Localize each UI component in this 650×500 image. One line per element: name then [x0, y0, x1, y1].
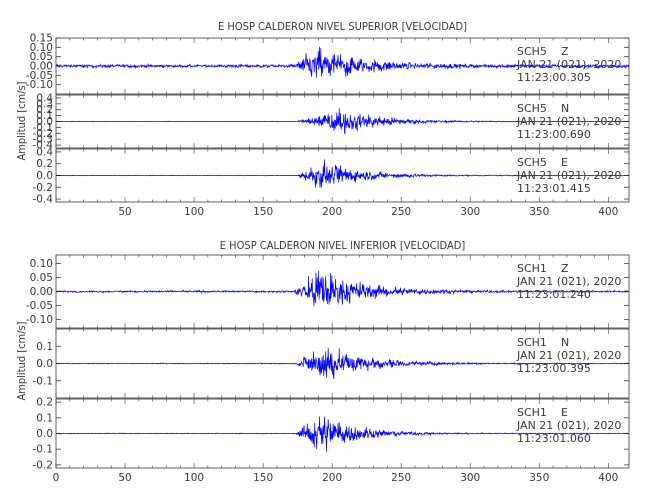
component-code: E — [561, 156, 568, 169]
chart-title: E HOSP CALDERON NIVEL INFERIOR [VELOCIDA… — [220, 239, 466, 252]
y-tick-label: 0.2 — [36, 104, 53, 116]
station-code: SCH1 — [517, 406, 547, 419]
y-tick-label: -0.05 — [26, 300, 53, 312]
time-label: 11:23:00.690 — [517, 128, 591, 141]
y-tick-label: 0.2 — [36, 158, 53, 170]
station-code: SCH5 — [517, 156, 547, 169]
station-code: SCH5 — [517, 102, 547, 115]
panel-sch5-n: 0.40.30.20.10.0-0.1-0.2-0.3-0.4 SCH5 NJAN … — [33, 92, 630, 152]
y-tick-label: 0.00 — [30, 286, 53, 298]
x-tick-label: 300 — [460, 206, 480, 218]
y-tick-label: 0.15 — [30, 33, 53, 45]
x-tick-label: 100 — [184, 206, 204, 218]
y-tick-label: 0.0 — [36, 116, 53, 128]
trace-line — [55, 159, 629, 188]
y-tick-label: 0.05 — [30, 51, 53, 63]
station-code: SCH1 — [517, 262, 547, 275]
y-tick-label: 0.4 — [36, 146, 53, 158]
x-tick-label: 350 — [529, 472, 549, 484]
y-tick-label: -0.10 — [26, 79, 53, 91]
date-label: JAN 21 (021), 2020 — [516, 58, 621, 71]
x-tick-label: 200 — [322, 206, 342, 218]
x-tick-label: 50 — [118, 472, 131, 484]
y-tick-label: -0.4 — [33, 140, 54, 152]
upper-chart: E HOSP CALDERON NIVEL SUPERIOR [VELOCIDA… — [15, 20, 630, 218]
trace-line — [55, 347, 630, 379]
y-tick-label: 0.00 — [30, 61, 53, 73]
x-tick-label: 50 — [118, 206, 131, 218]
y-tick-label: 0.1 — [36, 110, 53, 122]
y-tick-label: -0.10 — [26, 314, 53, 326]
x-tick-label: 300 — [460, 472, 480, 484]
y-tick-label: -0.2 — [33, 459, 54, 471]
y-axis-label: Amplitud [cm/s] — [15, 321, 28, 400]
y-tick-label: 0.0 — [36, 170, 53, 182]
time-label: 11:23:01.240 — [517, 288, 591, 301]
y-tick-label: -0.1 — [33, 375, 54, 387]
date-label: JAN 21 (021), 2020 — [516, 169, 621, 182]
y-tick-label: 0.05 — [30, 272, 53, 284]
y-tick-label: -0.2 — [33, 128, 54, 140]
x-tick-label: 400 — [598, 206, 618, 218]
y-tick-label: -0.2 — [33, 182, 54, 194]
x-tick-label: 250 — [391, 206, 411, 218]
trace-line — [55, 46, 630, 78]
x-tick-label: 150 — [253, 472, 273, 484]
y-tick-label: -0.05 — [26, 70, 53, 82]
station-label: SCH5 E — [517, 156, 568, 169]
component-code: Z — [561, 262, 569, 275]
component-code: E — [561, 406, 568, 419]
trace-line — [55, 108, 630, 135]
station-label: SCH5 Z — [517, 45, 569, 58]
x-tick-label: 0 — [53, 472, 60, 484]
x-tick-label: 250 — [391, 472, 411, 484]
y-tick-label: -0.4 — [33, 194, 54, 206]
date-label: JAN 21 (021), 2020 — [516, 349, 621, 362]
y-tick-label: 0.1 — [36, 341, 53, 353]
y-tick-label: -0.1 — [33, 444, 54, 456]
date-label: JAN 21 (021), 2020 — [516, 115, 621, 128]
y-tick-label: 0.1 — [36, 412, 53, 424]
date-label: JAN 21 (021), 2020 — [516, 419, 621, 432]
y-axis-label: Amplitud [cm/s] — [15, 81, 28, 160]
component-code: Z — [561, 45, 569, 58]
y-tick-label: -0.3 — [33, 134, 54, 146]
trace-line — [55, 270, 630, 307]
station-label: SCH5 N — [517, 102, 569, 115]
station-label: SCH1 N — [517, 336, 569, 349]
station-code: SCH5 — [517, 45, 547, 58]
station-label: SCH1 Z — [517, 262, 569, 275]
time-label: 11:23:01.060 — [517, 432, 591, 445]
x-tick-label: 200 — [322, 472, 342, 484]
date-label: JAN 21 (021), 2020 — [516, 275, 621, 288]
y-tick-label: 0.10 — [30, 258, 53, 270]
y-tick-label: -0.1 — [33, 122, 54, 134]
component-code: N — [561, 102, 569, 115]
y-tick-label: 0.4 — [36, 92, 53, 104]
x-tick-label: 150 — [253, 206, 273, 218]
time-label: 11:23:00.305 — [517, 71, 591, 84]
y-tick-label: 0.0 — [36, 358, 53, 370]
station-code: SCH1 — [517, 336, 547, 349]
x-tick-label: 350 — [529, 206, 549, 218]
component-code: N — [561, 336, 569, 349]
station-label: SCH1 E — [517, 406, 568, 419]
lower-chart: E HOSP CALDERON NIVEL INFERIOR [VELOCIDA… — [15, 239, 630, 484]
x-tick-label: 400 — [598, 472, 618, 484]
y-tick-label: 0.0 — [36, 428, 53, 440]
chart-title: E HOSP CALDERON NIVEL SUPERIOR [VELOCIDA… — [218, 20, 467, 33]
y-tick-label: 0.2 — [36, 397, 53, 409]
time-label: 11:23:01.415 — [517, 182, 591, 195]
y-tick-label: 0.3 — [36, 98, 53, 110]
trace-line — [55, 416, 630, 453]
y-tick-label: 0.10 — [30, 42, 53, 54]
time-label: 11:23:00.395 — [517, 362, 591, 375]
x-tick-label: 100 — [184, 472, 204, 484]
